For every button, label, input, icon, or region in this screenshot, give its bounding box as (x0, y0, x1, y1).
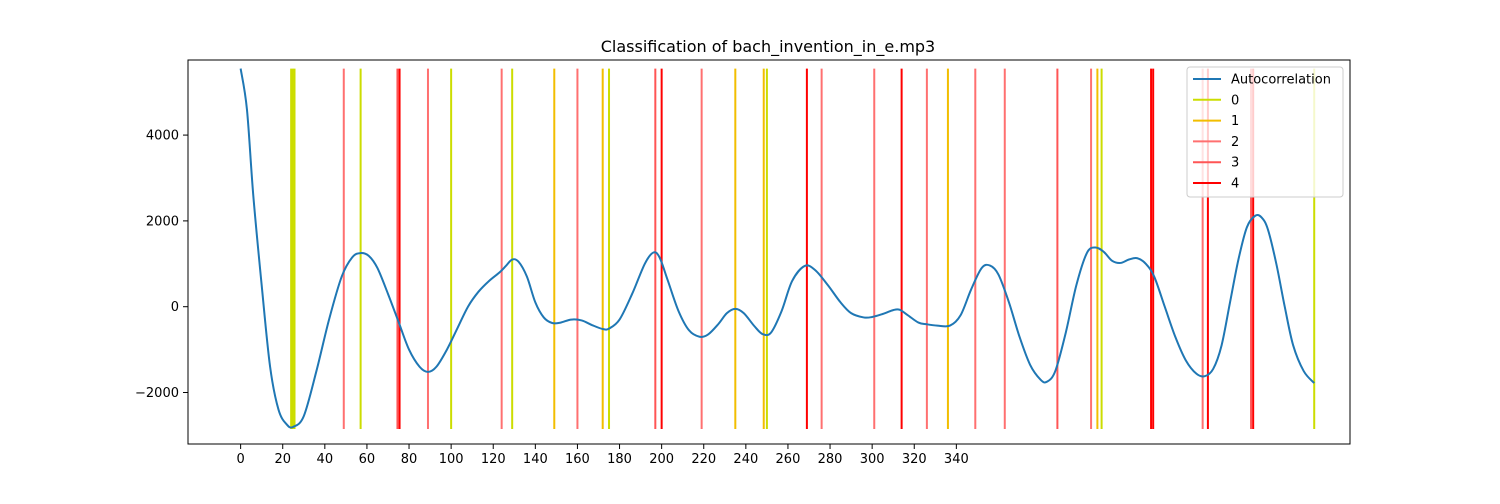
x-tick-label: 280 (818, 452, 843, 467)
class-2-markers (342, 68, 1204, 429)
legend-entry: 4 (1193, 177, 1239, 192)
legend-label: Autocorrelation (1231, 73, 1331, 88)
x-tick-label: 320 (902, 452, 927, 467)
legend-entry: 2 (1193, 135, 1239, 150)
x-tick-label: 260 (776, 452, 801, 467)
y-tick-label: −2000 (135, 386, 179, 401)
y-tick-label: 4000 (146, 129, 179, 144)
x-tick-label: 200 (649, 452, 674, 467)
x-tick-label: 340 (944, 452, 969, 467)
chart-title: Classification of bach_invention_in_e.mp… (601, 37, 935, 57)
legend-entry: 3 (1193, 156, 1239, 171)
x-tick-label: 80 (401, 452, 418, 467)
legend: Autocorrelation 0 1 2 3 4 (1186, 66, 1344, 198)
x-tick-label: 240 (733, 452, 758, 467)
class-1-markers (553, 68, 1099, 429)
legend-label: 1 (1231, 114, 1239, 129)
legend-entry: Autocorrelation (1193, 73, 1331, 88)
legend-box (1186, 66, 1344, 198)
class-4-markers (398, 68, 1255, 429)
legend-label: 2 (1231, 135, 1239, 150)
y-tick-label: 0 (171, 300, 179, 315)
x-tick-label: 160 (565, 452, 590, 467)
legend-entry: 0 (1193, 93, 1239, 108)
x-tick-label: 300 (860, 452, 885, 467)
legend-label: 0 (1231, 93, 1239, 108)
legend-label: 3 (1231, 156, 1239, 171)
axes: 0 20 40 60 80 100 120 140 160 180 200 220 240 260 280 3… (135, 59, 1351, 467)
x-tick-label: 20 (274, 452, 291, 467)
x-tick-label: 100 (439, 452, 464, 467)
legend-label: 4 (1231, 177, 1239, 192)
y-tick-label: 2000 (146, 214, 179, 229)
x-tick-label: 140 (523, 452, 548, 467)
plot-area (239, 68, 1316, 429)
x-tick-label: 40 (317, 452, 334, 467)
legend-entry: 1 (1193, 114, 1239, 129)
axes-frame (187, 59, 1351, 445)
autocorrelation-line (239, 68, 1315, 429)
x-tick-label: 120 (481, 452, 506, 467)
x-tick-label: 220 (691, 452, 716, 467)
x-tick-label: 0 (236, 452, 244, 467)
x-tick-label: 60 (359, 452, 376, 467)
x-tick-label: 180 (607, 452, 632, 467)
